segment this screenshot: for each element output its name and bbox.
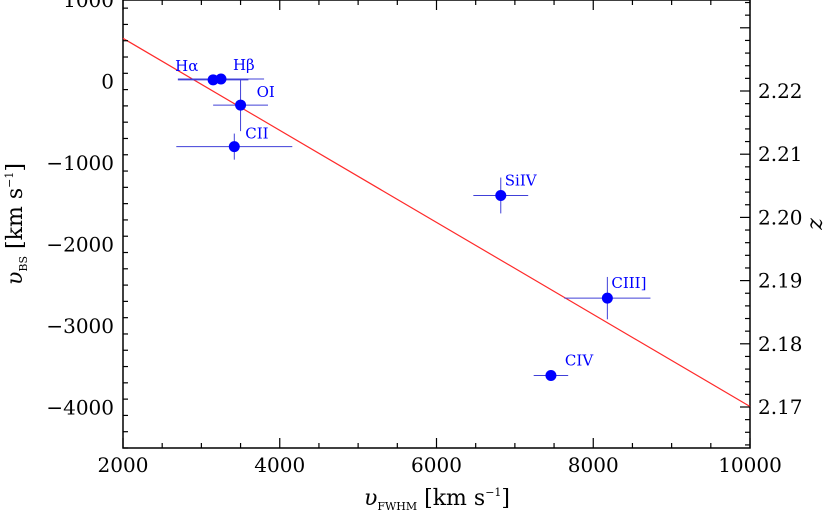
y2-axis-title: z (803, 218, 828, 231)
point-label: SiIV (505, 171, 538, 189)
fit-line (122, 37, 751, 407)
z-tick-label: 2.21 (758, 142, 803, 166)
z-tick-label: 2.17 (758, 395, 803, 419)
y-tick-label: −4000 (46, 395, 114, 419)
y-tick-label: 0 (101, 69, 114, 93)
data-point (545, 370, 557, 382)
data-point (235, 99, 247, 111)
z-tick-label: 2.22 (758, 79, 803, 103)
point-label: CIV (565, 352, 594, 370)
plot-frame (122, 0, 751, 449)
y-tick-label: −3000 (46, 314, 114, 338)
y-tick-label: 1000 (63, 0, 114, 12)
x-tick-label: 6000 (411, 453, 462, 477)
data-point (495, 189, 507, 201)
data-point (215, 73, 227, 85)
point-label: Hα (175, 57, 198, 75)
z-tick-label: 2.20 (758, 205, 803, 229)
x-tick-label: 4000 (254, 453, 305, 477)
point-label: Hβ (233, 56, 255, 74)
y-tick-label: −2000 (46, 232, 114, 256)
x-tick-label: 10000 (718, 453, 782, 477)
x-tick-label: 2000 (98, 453, 149, 477)
data-point (228, 141, 240, 153)
point-label: CIII] (611, 274, 646, 292)
z-tick-label: 2.18 (758, 332, 803, 356)
y-tick-label: −1000 (46, 151, 114, 175)
x-axis-title: υFWHM [km s−1] (364, 486, 510, 513)
z-tick-label: 2.19 (758, 269, 803, 293)
y-axis-title: υBS [km s−1] (3, 163, 30, 285)
x-tick-label: 8000 (568, 453, 619, 477)
point-label: OI (257, 83, 275, 101)
point-label: CII (245, 125, 268, 143)
data-point (601, 292, 613, 304)
